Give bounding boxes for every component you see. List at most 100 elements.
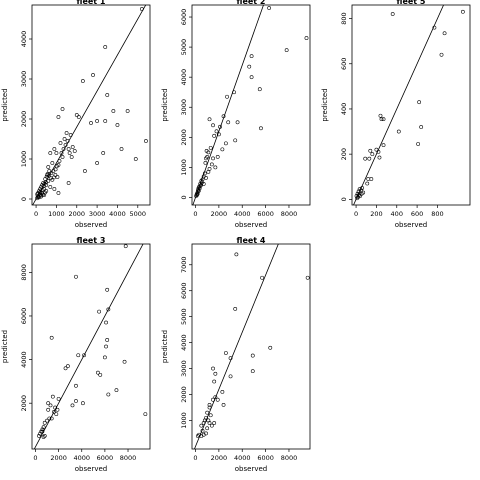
data-point bbox=[103, 45, 108, 49]
x-axis-label: observed bbox=[75, 221, 107, 229]
data-point bbox=[367, 156, 372, 161]
x-tick-label: 800 bbox=[431, 210, 443, 218]
x-tick-label: 4000 bbox=[73, 454, 90, 462]
data-point bbox=[354, 194, 359, 198]
data-point bbox=[207, 402, 212, 407]
x-tick-label: 0 bbox=[34, 210, 38, 218]
data-point bbox=[56, 191, 61, 195]
data-point bbox=[250, 369, 255, 374]
reference-line bbox=[192, 5, 264, 205]
plot-frame bbox=[351, 4, 471, 206]
x-tick-label: 8000 bbox=[281, 210, 298, 218]
data-point bbox=[205, 426, 210, 431]
y-tick-label: 2000 bbox=[20, 111, 28, 128]
data-point bbox=[207, 117, 212, 122]
data-point bbox=[199, 182, 204, 187]
data-point bbox=[74, 274, 78, 279]
data-point bbox=[355, 196, 359, 201]
y-axis-label: predicted bbox=[1, 330, 9, 363]
data-point bbox=[41, 183, 46, 188]
data-point bbox=[106, 392, 111, 397]
data-point bbox=[41, 435, 46, 439]
x-tick-label: 0 bbox=[354, 210, 358, 218]
data-point bbox=[417, 100, 422, 105]
data-point bbox=[432, 25, 437, 30]
data-point bbox=[356, 189, 361, 194]
data-point bbox=[419, 125, 424, 129]
data-point bbox=[366, 177, 371, 181]
data-point bbox=[304, 36, 309, 40]
data-point bbox=[42, 420, 47, 425]
x-tick-label: 4000 bbox=[109, 210, 126, 218]
data-point bbox=[218, 124, 222, 129]
data-point bbox=[40, 427, 45, 432]
y-tick-label: 0 bbox=[340, 197, 348, 201]
y-tick-label: 4000 bbox=[20, 31, 28, 48]
y-axis-label: predicted bbox=[1, 88, 9, 121]
y-tick-label: 4000 bbox=[180, 334, 188, 351]
y-tick-label: 7000 bbox=[180, 256, 188, 273]
data-point bbox=[268, 345, 273, 350]
data-point bbox=[54, 151, 59, 155]
data-point bbox=[377, 155, 382, 160]
data-point bbox=[47, 416, 52, 421]
data-point bbox=[62, 137, 67, 141]
panel-fleet-3: fleet 3 0 2000 4000 6000 8000 2000 4000 6000 8000… bbox=[1, 236, 151, 473]
panel-title: fleet 2 bbox=[237, 0, 266, 6]
data-point bbox=[369, 177, 374, 181]
data-point bbox=[223, 351, 228, 355]
data-point bbox=[91, 73, 95, 77]
y-tick-label: 3000 bbox=[180, 99, 188, 116]
data-point bbox=[63, 143, 68, 147]
data-point bbox=[47, 169, 52, 173]
y-tick-label: 1000 bbox=[20, 151, 28, 168]
data-point bbox=[50, 394, 55, 399]
data-point bbox=[212, 421, 217, 425]
data-point bbox=[211, 123, 215, 128]
data-point bbox=[74, 113, 79, 117]
y-tick-label: 200 bbox=[340, 148, 348, 160]
data-point bbox=[65, 139, 70, 143]
data-point bbox=[50, 161, 55, 165]
data-point bbox=[49, 335, 54, 340]
data-point bbox=[208, 145, 213, 150]
y-tick-label: 0 bbox=[180, 195, 188, 199]
data-point bbox=[212, 133, 217, 138]
y-tick-label: 3000 bbox=[20, 71, 28, 88]
data-point bbox=[123, 244, 128, 249]
y-axis-label: predicted bbox=[161, 88, 169, 121]
data-point bbox=[70, 403, 75, 408]
data-point bbox=[257, 87, 262, 92]
data-point bbox=[37, 195, 41, 200]
data-point bbox=[114, 388, 119, 393]
x-tick-label: 2000 bbox=[68, 210, 85, 218]
data-point bbox=[379, 117, 384, 122]
data-point bbox=[82, 353, 86, 358]
data-point bbox=[213, 395, 218, 400]
panel-fleet-2: fleet 2 0 2000 4000 6000 8000 0 1000 2000 3000 400… bbox=[161, 0, 311, 229]
data-point bbox=[74, 383, 78, 388]
data-point bbox=[38, 431, 42, 436]
data-point bbox=[76, 115, 81, 119]
data-point bbox=[58, 141, 63, 145]
data-point bbox=[442, 31, 447, 36]
data-point bbox=[105, 338, 110, 342]
data-point bbox=[259, 126, 263, 131]
panel-fleet-1: fleet 10 1000 2000 3000 4000 5000010002000300… bbox=[1, 0, 151, 229]
data-point bbox=[195, 434, 200, 438]
data-point bbox=[144, 139, 148, 143]
data-point bbox=[365, 181, 370, 186]
data-point bbox=[215, 397, 220, 402]
data-point bbox=[208, 413, 213, 418]
data-point bbox=[52, 147, 57, 151]
data-point bbox=[67, 151, 72, 155]
data-point bbox=[66, 147, 71, 151]
data-point bbox=[60, 155, 65, 159]
x-axis-label: observed bbox=[75, 465, 107, 473]
data-point bbox=[200, 428, 205, 433]
data-point bbox=[235, 120, 240, 125]
data-point bbox=[35, 192, 40, 197]
data-point bbox=[204, 148, 209, 153]
y-tick-label: 6000 bbox=[180, 9, 188, 26]
data-point bbox=[48, 185, 53, 189]
